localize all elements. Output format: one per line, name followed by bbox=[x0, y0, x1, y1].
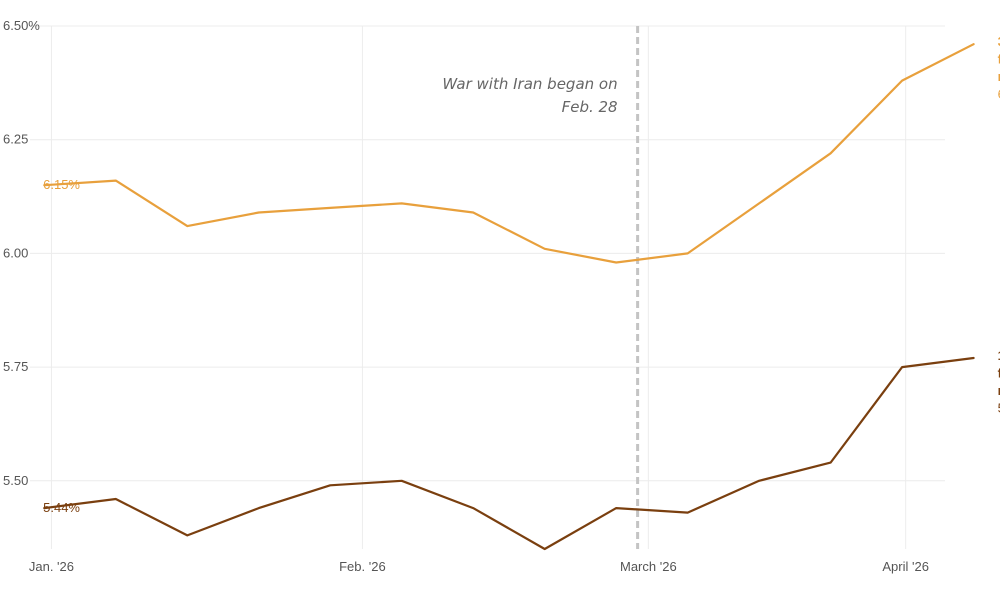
x-tick-label: Jan. '26 bbox=[29, 559, 74, 574]
rate15-series-name-label: mortgage bbox=[998, 383, 1000, 398]
y-tick-label: 5.50 bbox=[3, 473, 28, 488]
y-tick-label: 6.25 bbox=[3, 132, 28, 147]
label-layer: 6.50% 6.25 6.00 5.75 5.50 Jan. '26 Feb. '26 Mar… bbox=[3, 18, 1000, 574]
x-tick-label: April '26 bbox=[882, 559, 929, 574]
y-tick-label: 6.00 bbox=[3, 245, 28, 260]
rate15-series-name-label: 15-year bbox=[998, 348, 1000, 363]
rate30-series-name-label: mortgage bbox=[998, 69, 1000, 84]
y-tick-label: 6.50% bbox=[3, 18, 40, 33]
grid-layer bbox=[30, 25, 945, 549]
rate15-series-name-label: fixed-rate bbox=[998, 365, 1000, 380]
x-tick-label: Feb. '26 bbox=[339, 559, 386, 574]
x-tick-label: March '26 bbox=[620, 559, 677, 574]
rate15-end-value-label: 5.77% bbox=[998, 400, 1000, 415]
rate30-start-value-label: 6.15% bbox=[43, 177, 80, 192]
rate30-series-name-label: 30-year bbox=[998, 34, 1000, 49]
rate30-series-name-label: fixed-rate bbox=[998, 52, 1000, 67]
rate15-start-value-label: 5.44% bbox=[43, 500, 80, 515]
event-annotation-text: Feb. 28 bbox=[562, 98, 618, 116]
event-annotation-text: War with Iran began on bbox=[442, 75, 617, 93]
rate30-end-value-label: 6.46% bbox=[998, 87, 1000, 102]
series-layer bbox=[43, 43, 975, 551]
rate30-series-line bbox=[43, 43, 975, 264]
rate15-series-line bbox=[43, 356, 975, 551]
y-tick-label: 5.75 bbox=[3, 359, 28, 374]
